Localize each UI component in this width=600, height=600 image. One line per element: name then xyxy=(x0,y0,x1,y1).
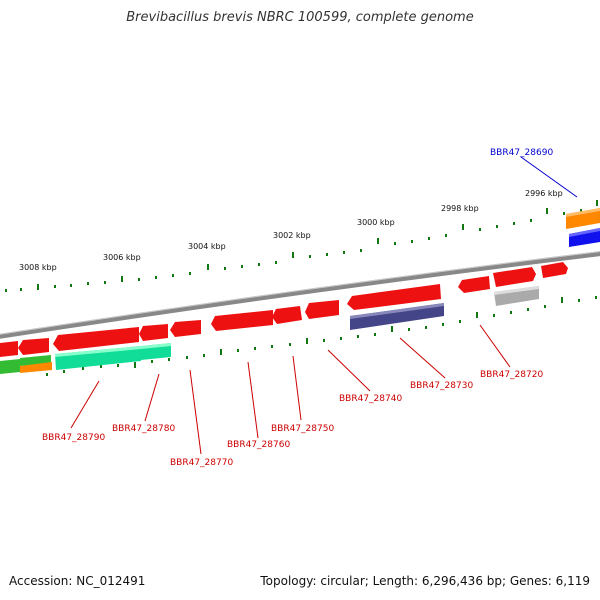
scale-label-3000: 3000 kbp xyxy=(357,218,395,227)
gene-label-bbr47-28790[interactable]: BBR47_28790 xyxy=(42,433,105,443)
genome-backbone-highlight xyxy=(0,251,600,335)
callout-line xyxy=(479,324,511,368)
gene-arrow[interactable] xyxy=(170,320,201,337)
gene-arrow[interactable] xyxy=(305,300,339,319)
scale-label-3004: 3004 kbp xyxy=(188,242,226,251)
gene-label-bbr47-28770[interactable]: BBR47_28770 xyxy=(170,458,233,468)
gene-arrow[interactable] xyxy=(0,341,18,357)
gene-arrow[interactable] xyxy=(493,267,536,287)
gene-arrow[interactable] xyxy=(347,284,441,310)
gene-arrow[interactable] xyxy=(272,306,302,324)
gene-arrow[interactable] xyxy=(458,276,490,293)
gene-arrow[interactable] xyxy=(139,324,168,341)
feature-orange-cog[interactable] xyxy=(20,362,52,373)
callout-line xyxy=(327,349,371,392)
reverse-features xyxy=(0,284,444,374)
scale-label-3008: 3008 kbp xyxy=(19,263,57,272)
accession-text: Accession: NC_012491 xyxy=(9,574,146,588)
map-title: Brevibacillus brevis NBRC 100599, comple… xyxy=(126,10,474,25)
genome-backbone xyxy=(0,251,600,339)
callout-line xyxy=(70,380,100,429)
gene-label-bbr47-28690[interactable]: BBR47_28690 xyxy=(490,148,553,158)
feature-green-cog[interactable] xyxy=(0,359,20,374)
callout-line xyxy=(247,361,259,439)
callout-line xyxy=(144,373,160,422)
scale-label-3006: 3006 kbp xyxy=(103,253,141,262)
gene-arrow[interactable] xyxy=(53,327,139,351)
scale-label-3002: 3002 kbp xyxy=(273,231,311,240)
gene-arrow[interactable] xyxy=(18,338,49,355)
callout-line xyxy=(520,156,578,198)
forward-features xyxy=(458,208,600,306)
gene-arrow[interactable] xyxy=(211,310,273,331)
lower-scale-ticks xyxy=(46,296,597,376)
gene-label-bbr47-28760[interactable]: BBR47_28760 xyxy=(227,440,290,450)
scale-label-2998: 2998 kbp xyxy=(441,204,479,213)
gene-arrow[interactable] xyxy=(541,262,568,278)
gene-label-bbr47-28730[interactable]: BBR47_28730 xyxy=(410,381,473,391)
upper-scale-ticks xyxy=(5,200,598,292)
callout-line xyxy=(292,355,302,421)
gene-label-bbr47-28720[interactable]: BBR47_28720 xyxy=(480,370,543,380)
gene-label-bbr47-28740[interactable]: BBR47_28740 xyxy=(339,394,402,404)
feature-purple-cog[interactable] xyxy=(350,303,444,330)
gene-label-bbr47-28750[interactable]: BBR47_28750 xyxy=(271,424,334,434)
gene-label-bbr47-28780[interactable]: BBR47_28780 xyxy=(112,424,175,434)
genome-summary-text: Topology: circular; Length: 6,296,436 bp… xyxy=(260,574,590,588)
callout-line xyxy=(399,337,446,379)
callout-lines xyxy=(70,156,578,455)
callout-line xyxy=(189,369,202,455)
scale-label-2996: 2996 kbp xyxy=(525,189,563,198)
